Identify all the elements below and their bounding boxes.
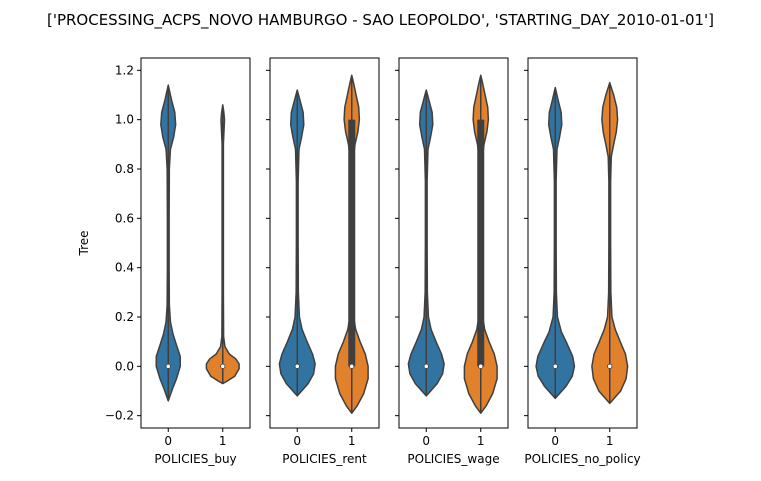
- y-tick-label: 0.2: [115, 310, 134, 324]
- x-tick-label: 0: [164, 434, 172, 448]
- x-tick-label: 1: [606, 434, 614, 448]
- y-tick-label: 0.4: [115, 261, 134, 275]
- violin-iqr-box: [477, 119, 485, 367]
- violin-median-point: [165, 363, 171, 369]
- axes-frame: [140, 57, 251, 429]
- violin-median-point: [552, 363, 558, 369]
- violin-median-point: [607, 363, 613, 369]
- x-tick-label: 1: [477, 434, 485, 448]
- y-tick-label: 1.0: [115, 113, 134, 127]
- y-tick-label: 0.8: [115, 162, 134, 176]
- x-tick-label: 0: [293, 434, 301, 448]
- y-tick-label: 0.0: [115, 359, 134, 373]
- x-tick-label: 1: [219, 434, 227, 448]
- panel-3: 0 1 POLICIES_no_policy: [524, 57, 641, 466]
- y-tick-label: −0.2: [105, 409, 134, 423]
- y-tick-label: 0.6: [115, 211, 134, 225]
- violin-iqr-box: [348, 119, 356, 367]
- axes-frame: [269, 57, 380, 429]
- violin-median-point: [349, 363, 355, 369]
- x-axis-label: POLICIES_no_policy: [524, 452, 640, 466]
- x-axis-label: POLICIES_wage: [407, 452, 499, 466]
- violin-median-point: [220, 363, 226, 369]
- violin-median-point: [423, 363, 429, 369]
- axes-frame: [398, 57, 509, 429]
- x-axis-label: POLICIES_buy: [154, 452, 236, 466]
- axes-frame: [527, 57, 638, 429]
- panel-1: 0 1 POLICIES_rent: [266, 57, 380, 466]
- x-tick-label: 1: [348, 434, 356, 448]
- x-tick-label: 0: [551, 434, 559, 448]
- y-tick-label: 1.2: [115, 63, 134, 77]
- panel-0: −0.2 0.0 0.2 0.4 0.6 0.8 1.0 1.2 0 1 POLICIES_buy T…: [77, 57, 251, 466]
- figure-title: ['PROCESSING_ACPS_NOVO HAMBURGO - SAO LE…: [47, 11, 714, 30]
- panels: −0.2 0.0 0.2 0.4 0.6 0.8 1.0 1.2 0 1 POLICIES_buy T…: [77, 57, 641, 466]
- x-axis-label: POLICIES_rent: [282, 452, 367, 466]
- y-axis-label: Tree: [77, 230, 91, 256]
- x-tick-label: 0: [422, 434, 430, 448]
- panel-2: 0 1 POLICIES_wage: [395, 57, 509, 466]
- violin-median-point: [294, 363, 300, 369]
- violin-median-point: [478, 363, 484, 369]
